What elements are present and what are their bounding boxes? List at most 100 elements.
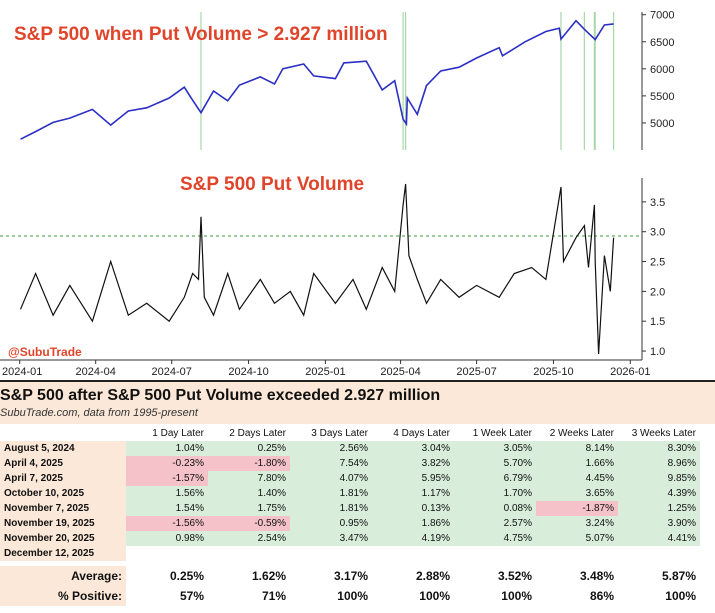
percent-positive-row: % Positive: 57% 71% 100% 100% 100% 86% 100%	[0, 586, 700, 606]
column-header: 3 Weeks Later	[631, 428, 696, 439]
table-header-row: 1 Day Later 2 Days Later 3 Days Later 4 Day…	[0, 426, 700, 441]
return-cell: 4.75%	[454, 531, 536, 546]
return-cell: 8.30%	[618, 441, 700, 456]
spx-y-tick-label: 5500	[650, 91, 674, 103]
column-header: 4 Days Later	[393, 428, 450, 439]
return-cell: 6.79%	[454, 471, 536, 486]
return-cell: 1.86%	[372, 516, 454, 531]
spx-y-tick-label: 6000	[650, 64, 674, 76]
return-cell: 3.82%	[372, 456, 454, 471]
percent-positive-value: 100%	[665, 589, 696, 603]
put-x-tick-label: 2025-01	[305, 366, 345, 378]
put-x-tick-label: 2024-10	[228, 366, 268, 378]
chart-background	[0, 0, 715, 380]
return-cell: 0.13%	[372, 501, 454, 516]
return-cell: 4.07%	[290, 471, 372, 486]
table-row: August 5, 2024 1.04% 0.25% 2.56% 3.04% 3.05% 8…	[0, 441, 700, 456]
table-title: S&P 500 after S&P 500 Put Volume exceede…	[0, 387, 441, 404]
return-cell: 9.85%	[618, 471, 700, 486]
table-row: November 20, 2025 0.98% 2.54% 3.47% 4.19% 4.7…	[0, 531, 700, 546]
average-value: 0.25%	[169, 569, 204, 583]
row-date: November 19, 2025	[0, 516, 126, 531]
put-volume-line	[19, 183, 615, 355]
percent-positive-value: 100%	[419, 589, 450, 603]
return-cell	[536, 546, 618, 561]
return-cell: 3.04%	[372, 441, 454, 456]
put-x-tick-label: 2026-01	[610, 366, 650, 378]
return-cell: -1.57%	[126, 471, 208, 486]
return-cell: 3.47%	[290, 531, 372, 546]
return-cell: 3.90%	[618, 516, 700, 531]
spx-chart-title: S&P 500 when Put Volume > 2.927 million	[14, 24, 388, 45]
percent-positive-value: 86%	[589, 589, 614, 603]
return-cell: 2.54%	[208, 531, 290, 546]
put-x-tick-label: 2024-04	[76, 366, 116, 378]
spx-price-chart: 5000 5500 6000 6500 7000	[20, 10, 674, 150]
spx-y-tick-label: 6500	[650, 37, 674, 49]
percent-positive-value: 100%	[501, 589, 532, 603]
column-header: 2 Days Later	[229, 428, 286, 439]
return-cell	[126, 546, 208, 561]
return-cell: 3.65%	[536, 486, 618, 501]
row-date: August 5, 2024	[0, 441, 126, 456]
put-x-tick-label: 2025-10	[533, 366, 573, 378]
results-table-panel: S&P 500 after S&P 500 Put Volume exceede…	[0, 380, 715, 613]
table-row: October 10, 2025 1.56% 1.40% 1.81% 1.17% 1.70…	[0, 486, 700, 501]
return-cell: 1.81%	[290, 486, 372, 501]
return-cell: 2.56%	[290, 441, 372, 456]
row-date: November 20, 2025	[0, 531, 126, 546]
put-y-tick-label: 1.0	[650, 346, 665, 358]
put-y-tick-label: 3.0	[650, 227, 665, 239]
return-cell: -1.56%	[126, 516, 208, 531]
return-cell: 4.45%	[536, 471, 618, 486]
row-date: April 7, 2025	[0, 471, 126, 486]
return-cell: 5.07%	[536, 531, 618, 546]
return-cell: 3.05%	[454, 441, 536, 456]
return-cell: 1.25%	[618, 501, 700, 516]
average-value: 1.62%	[251, 569, 286, 583]
return-cell: 1.81%	[290, 501, 372, 516]
return-cell: 1.70%	[454, 486, 536, 501]
put-x-tick-label: 2025-07	[456, 366, 496, 378]
column-header: 1 Week Later	[472, 428, 532, 439]
return-cell: 7.54%	[290, 456, 372, 471]
put-volume-chart: 1.0 1.5 2.0 2.5 3.0 3.5 2024-01 2024-04 2024-07 2…	[0, 178, 665, 378]
put-x-tick-label: 2025-04	[380, 366, 420, 378]
average-value: 3.17%	[333, 569, 368, 583]
put-x-tick-label: 2024-07	[152, 366, 192, 378]
average-label: Average:	[0, 566, 126, 586]
watermark-handle: @SubuTrade	[8, 345, 82, 359]
return-cell: 7.80%	[208, 471, 290, 486]
spx-y-tick-label: 5000	[650, 118, 674, 130]
return-cell: 1.56%	[126, 486, 208, 501]
return-cell: 1.54%	[126, 501, 208, 516]
charts-svg: 5000 5500 6000 6500 7000 1.0 1.5 2.0 2.5 3.0 3.5 2…	[0, 0, 715, 380]
return-cell: 4.39%	[618, 486, 700, 501]
return-cell	[454, 546, 536, 561]
percent-positive-value: 100%	[337, 589, 368, 603]
put-x-tick-label: 2024-01	[2, 366, 42, 378]
table-row: April 7, 2025 -1.57% 7.80% 4.07% 5.95% 6.79% 4…	[0, 471, 700, 486]
table-subtitle: SubuTrade.com, data from 1995-present	[0, 407, 198, 419]
return-cell: 8.14%	[536, 441, 618, 456]
put-y-tick-label: 1.5	[650, 316, 665, 328]
return-cell: 0.95%	[290, 516, 372, 531]
return-cell: 2.57%	[454, 516, 536, 531]
table-row: November 19, 2025 -1.56% -0.59% 0.95% 1.86% 2…	[0, 516, 700, 531]
column-header: 2 Weeks Later	[549, 428, 614, 439]
return-cell: 8.96%	[618, 456, 700, 471]
column-header-blank	[0, 426, 126, 441]
return-cell: 0.25%	[208, 441, 290, 456]
return-cell: 0.98%	[126, 531, 208, 546]
average-value: 3.52%	[497, 569, 532, 583]
forward-returns-table: 1 Day Later 2 Days Later 3 Days Later 4 Day…	[0, 426, 700, 561]
return-cell: 1.75%	[208, 501, 290, 516]
return-cell: 4.41%	[618, 531, 700, 546]
table-row: December 12, 2025	[0, 546, 700, 561]
row-date: October 10, 2025	[0, 486, 126, 501]
percent-positive-value: 57%	[179, 589, 204, 603]
return-cell: -1.87%	[536, 501, 618, 516]
table-body: August 5, 2024 1.04% 0.25% 2.56% 3.04% 3.05% 8…	[0, 441, 700, 561]
average-value: 3.48%	[579, 569, 614, 583]
column-header: 3 Days Later	[311, 428, 368, 439]
